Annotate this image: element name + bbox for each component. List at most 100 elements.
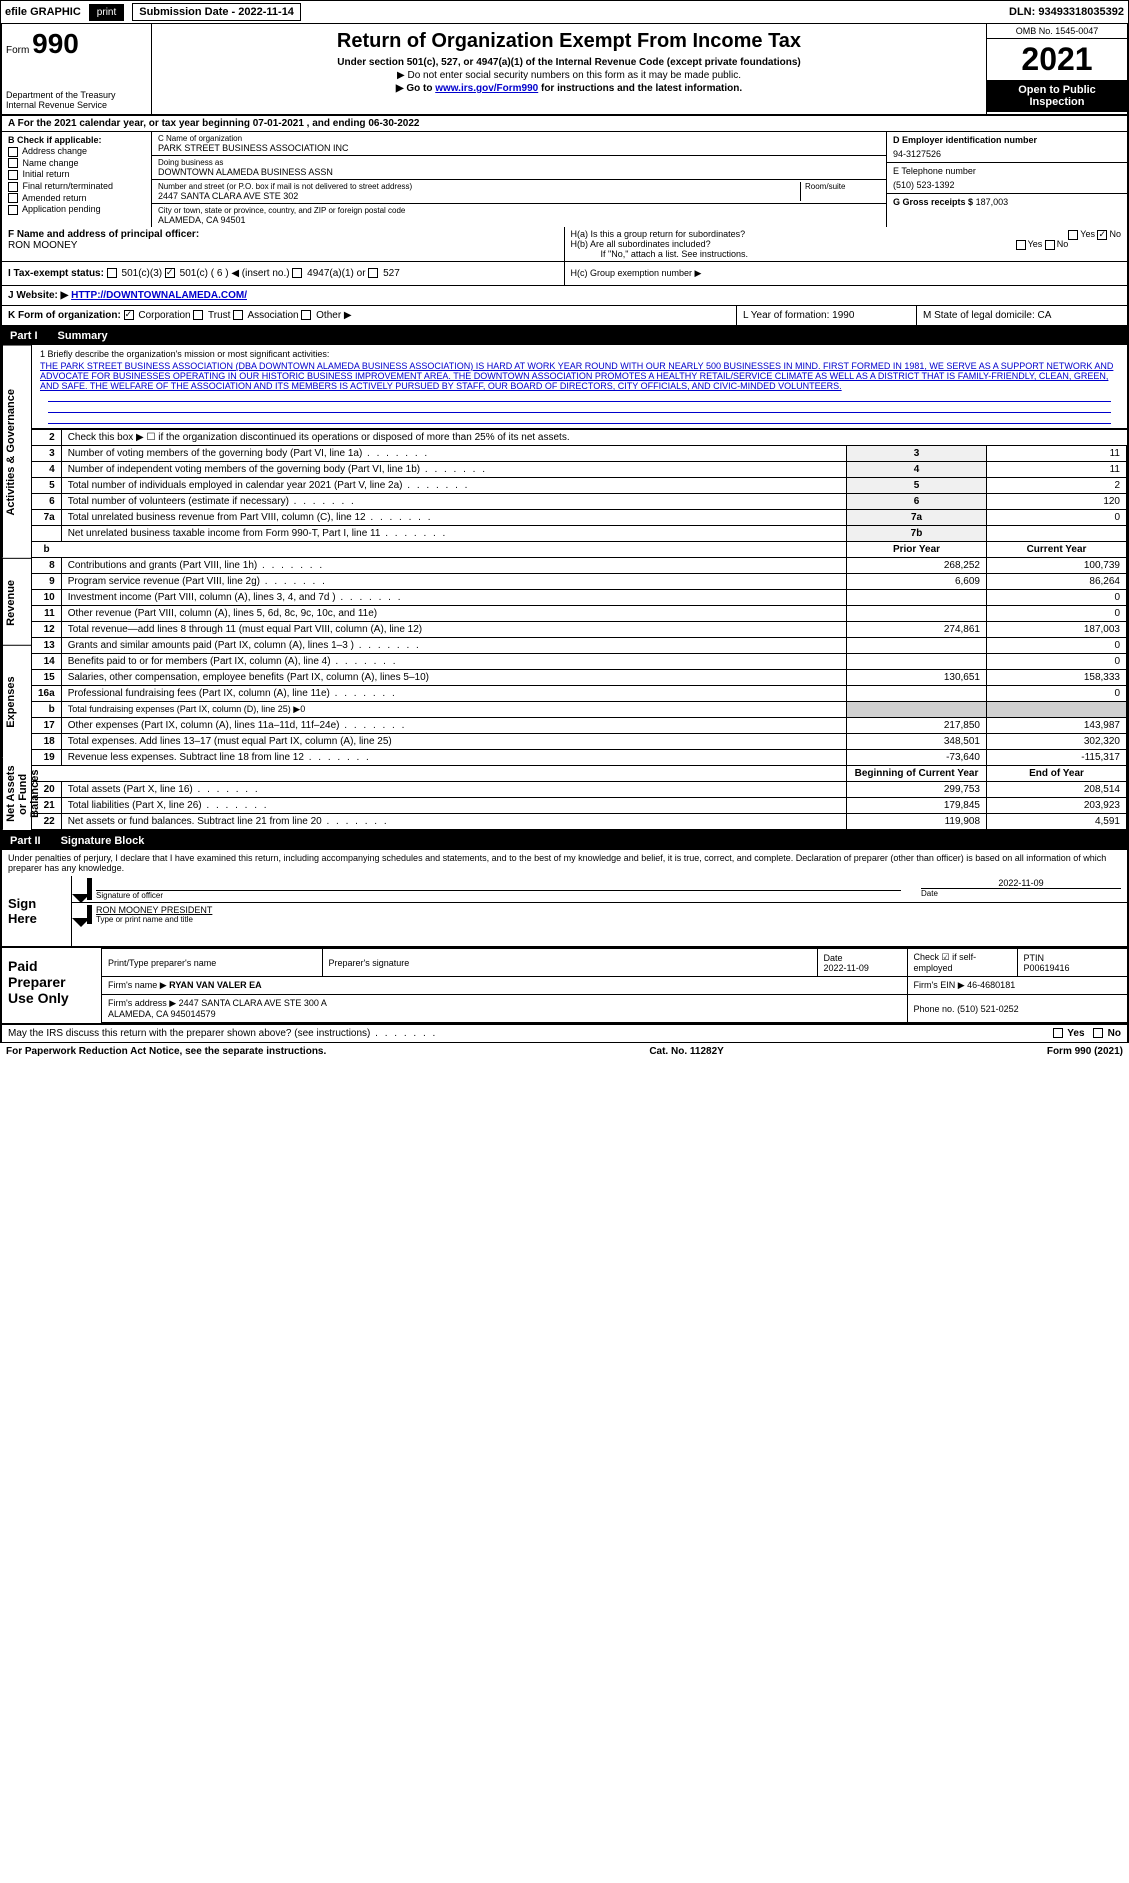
arrow-icon bbox=[78, 905, 92, 924]
hb-label: H(b) Are all subordinates included? bbox=[571, 239, 711, 249]
k-label: K Form of organization: bbox=[8, 310, 121, 321]
dln: DLN: 93493318035392 bbox=[1009, 6, 1124, 18]
addr-label: Number and street (or P.O. box if mail i… bbox=[158, 182, 800, 191]
subtitle-2: ▶ Do not enter social security numbers o… bbox=[162, 70, 976, 81]
vtab-revenue: Revenue bbox=[2, 558, 31, 646]
dba-name: DOWNTOWN ALAMEDA BUSINESS ASSN bbox=[158, 167, 880, 177]
c-name-label: C Name of organization bbox=[158, 134, 880, 143]
d-label: D Employer identification number bbox=[893, 135, 1121, 145]
cb-final-return[interactable] bbox=[8, 182, 18, 192]
penalties-text: Under penalties of perjury, I declare th… bbox=[0, 850, 1129, 876]
cb-initial-return[interactable] bbox=[8, 170, 18, 180]
cb-trust[interactable] bbox=[193, 310, 203, 320]
cb-discuss-yes[interactable] bbox=[1053, 1028, 1063, 1038]
prep-sig-label: Preparer's signature bbox=[322, 949, 817, 977]
signature-block: Sign Here Signature of officer 2022-11-0… bbox=[0, 876, 1129, 948]
cb-501c[interactable] bbox=[165, 268, 175, 278]
title-block: Form 990 Department of the Treasury Inte… bbox=[0, 24, 1129, 116]
form-number: 990 bbox=[32, 28, 79, 59]
dept-label: Department of the Treasury Internal Reve… bbox=[6, 90, 147, 110]
part-i-header: Part I Summary bbox=[0, 327, 1129, 345]
footer: For Paperwork Reduction Act Notice, see … bbox=[0, 1043, 1129, 1060]
cb-hb-yes[interactable] bbox=[1016, 240, 1026, 250]
paid-preparer-block: Paid Preparer Use Only Print/Type prepar… bbox=[0, 948, 1129, 1025]
sig-officer-label: Signature of officer bbox=[96, 890, 901, 900]
footer-left: For Paperwork Reduction Act Notice, see … bbox=[6, 1046, 326, 1057]
hb-note: If "No," attach a list. See instructions… bbox=[571, 249, 1122, 259]
irs-discuss-row: May the IRS discuss this return with the… bbox=[0, 1025, 1129, 1043]
cb-ha-no[interactable] bbox=[1097, 230, 1107, 240]
f-label: F Name and address of principal officer: bbox=[8, 229, 558, 240]
cb-527[interactable] bbox=[368, 268, 378, 278]
print-button[interactable]: print bbox=[89, 4, 124, 21]
prep-date: 2022-11-09 bbox=[824, 963, 869, 973]
cb-ha-yes[interactable] bbox=[1068, 230, 1078, 240]
org-name: PARK STREET BUSINESS ASSOCIATION INC bbox=[158, 143, 880, 153]
tax-year-period: A For the 2021 calendar year, or tax yea… bbox=[0, 116, 1129, 132]
sig-date-label: Date bbox=[921, 888, 1121, 898]
year-formation: L Year of formation: 1990 bbox=[737, 306, 917, 325]
cb-address-change[interactable] bbox=[8, 147, 18, 157]
cb-4947[interactable] bbox=[292, 268, 302, 278]
ha-label: H(a) Is this a group return for subordin… bbox=[571, 229, 746, 239]
j-label: J Website: ▶ bbox=[8, 290, 68, 301]
submission-date: Submission Date - 2022-11-14 bbox=[132, 3, 301, 21]
mission-label: 1 Briefly describe the organization's mi… bbox=[40, 349, 1119, 359]
cb-name-change[interactable] bbox=[8, 158, 18, 168]
cb-application-pending[interactable] bbox=[8, 205, 18, 215]
telephone: (510) 523-1392 bbox=[893, 180, 1121, 190]
dba-label: Doing business as bbox=[158, 158, 880, 167]
city-state-zip: ALAMEDA, CA 94501 bbox=[158, 215, 880, 225]
omb-number: OMB No. 1545-0047 bbox=[987, 24, 1127, 39]
e-label: E Telephone number bbox=[893, 166, 1121, 176]
hc-label: H(c) Group exemption number ▶ bbox=[571, 268, 702, 278]
footer-cat: Cat. No. 11282Y bbox=[649, 1046, 723, 1057]
city-label: City or town, state or province, country… bbox=[158, 206, 880, 215]
cb-hb-no[interactable] bbox=[1045, 240, 1055, 250]
summary-block: Activities & Governance Revenue Expenses… bbox=[0, 345, 1129, 832]
mission-text: THE PARK STREET BUSINESS ASSOCIATION (DB… bbox=[40, 361, 1119, 391]
footer-form: Form 990 (2021) bbox=[1047, 1046, 1123, 1057]
cb-association[interactable] bbox=[233, 310, 243, 320]
subtitle-1: Under section 501(c), 527, or 4947(a)(1)… bbox=[162, 57, 976, 68]
officer-name-label: Type or print name and title bbox=[96, 915, 1121, 924]
cb-corporation[interactable] bbox=[124, 310, 134, 320]
vtab-activities: Activities & Governance bbox=[2, 345, 31, 558]
cb-discuss-no[interactable] bbox=[1093, 1028, 1103, 1038]
firm-name: RYAN VAN VALER EA bbox=[169, 980, 262, 990]
self-employed-label: Check ☑ if self-employed bbox=[907, 949, 1017, 977]
g-label: G Gross receipts $ bbox=[893, 197, 973, 207]
summary-table: 2Check this box ▶ ☐ if the organization … bbox=[32, 429, 1127, 830]
page-title: Return of Organization Exempt From Incom… bbox=[162, 30, 976, 53]
section-b-grid: B Check if applicable: Address change Na… bbox=[0, 132, 1129, 227]
ptin: P00619416 bbox=[1024, 963, 1070, 973]
website-link[interactable]: HTTP://DOWNTOWNALAMEDA.COM/ bbox=[71, 290, 247, 301]
cb-501c3[interactable] bbox=[107, 268, 117, 278]
ein: 94-3127526 bbox=[893, 149, 1121, 159]
open-public-label: Open to Public Inspection bbox=[987, 80, 1127, 112]
room-label: Room/suite bbox=[805, 182, 880, 191]
cb-amended[interactable] bbox=[8, 193, 18, 203]
firm-ein: 46-4680181 bbox=[967, 980, 1015, 990]
vtab-expenses: Expenses bbox=[2, 645, 31, 758]
officer-name: RON MOONEY PRESIDENT bbox=[96, 905, 1121, 915]
vtab-netassets: Net Assets or Fund Balances bbox=[2, 758, 31, 830]
paid-preparer-label: Paid Preparer Use Only bbox=[2, 948, 102, 1023]
efile-label: efile GRAPHIC bbox=[5, 6, 81, 18]
prep-name-label: Print/Type preparer's name bbox=[102, 949, 322, 977]
sign-here-label: Sign Here bbox=[2, 876, 72, 946]
instructions-link[interactable]: www.irs.gov/Form990 bbox=[435, 83, 538, 94]
form-label: Form bbox=[6, 45, 29, 56]
i-label: I Tax-exempt status: bbox=[8, 268, 104, 279]
principal-officer: RON MOONEY bbox=[8, 240, 558, 251]
gross-receipts: 187,003 bbox=[976, 197, 1009, 207]
cb-other[interactable] bbox=[301, 310, 311, 320]
tax-year: 2021 bbox=[987, 39, 1127, 80]
header-bar: efile GRAPHIC print Submission Date - 20… bbox=[0, 0, 1129, 24]
b-label: B Check if applicable: bbox=[8, 135, 145, 145]
street-address: 2447 SANTA CLARA AVE STE 302 bbox=[158, 191, 800, 201]
arrow-icon bbox=[78, 878, 92, 900]
state-domicile: M State of legal domicile: CA bbox=[917, 306, 1127, 325]
sig-date: 2022-11-09 bbox=[921, 878, 1121, 888]
part-ii-header: Part II Signature Block bbox=[0, 832, 1129, 850]
